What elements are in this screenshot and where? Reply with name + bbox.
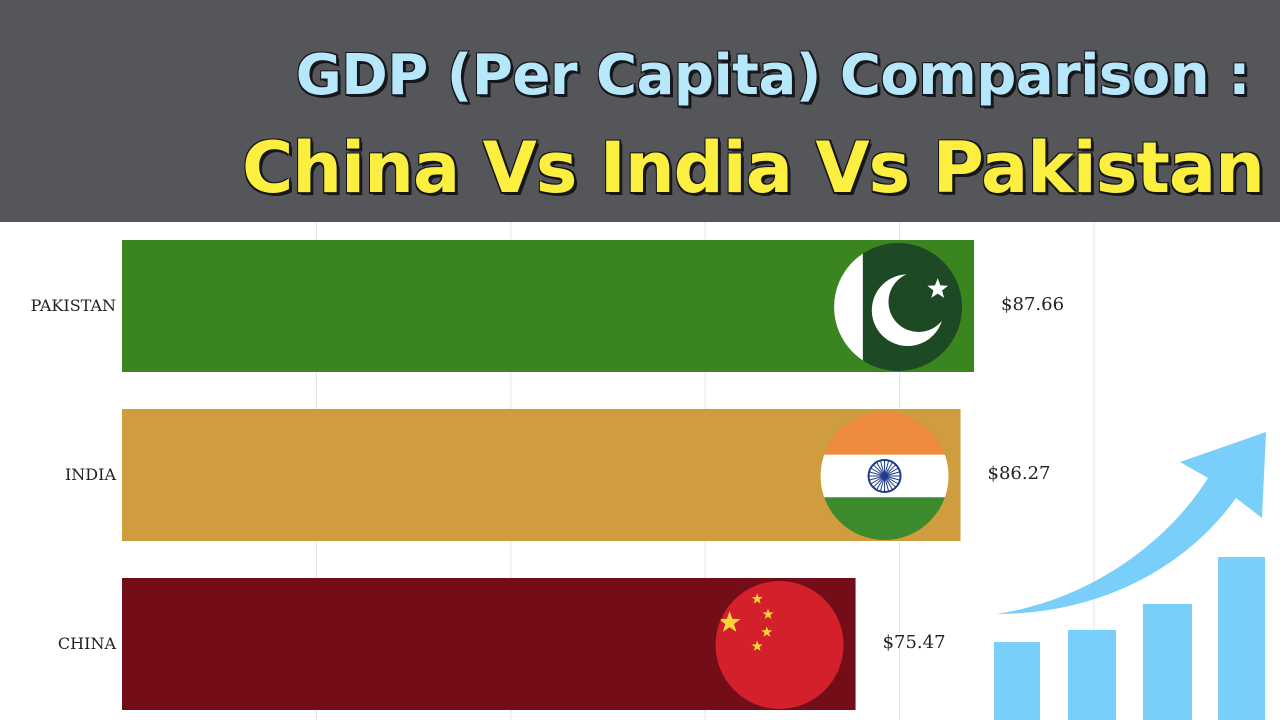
value-label: $75.47 xyxy=(882,632,946,653)
india-flag-icon xyxy=(820,412,949,540)
category-label: PAKISTAN xyxy=(30,296,116,315)
title-banner: GDP (Per Capita) Comparison : China Vs I… xyxy=(0,0,1280,222)
growth-arrow xyxy=(996,432,1266,614)
category-label: INDIA xyxy=(64,465,116,484)
value-label: $86.27 xyxy=(987,463,1051,484)
title-line-1: GDP (Per Capita) Comparison : xyxy=(295,43,1251,108)
bar-chart: PAKISTAN $87.66 INDIA $86.27 CHINA $75.47 xyxy=(0,222,1280,720)
growth-bar xyxy=(1143,604,1192,720)
china-flag-icon xyxy=(715,581,844,709)
growth-bar xyxy=(1218,557,1265,720)
value-label: $87.66 xyxy=(1001,294,1065,315)
category-label: CHINA xyxy=(57,634,116,653)
title-line-2: China Vs India Vs Pakistan xyxy=(241,127,1265,209)
growth-bar xyxy=(994,642,1040,720)
growth-bar xyxy=(1068,630,1116,720)
bar-pakistan xyxy=(122,240,975,372)
bar-chart-canvas xyxy=(122,222,1266,720)
pakistan-flag-icon xyxy=(834,243,963,371)
growth-chart-arrow-icon xyxy=(994,432,1266,720)
